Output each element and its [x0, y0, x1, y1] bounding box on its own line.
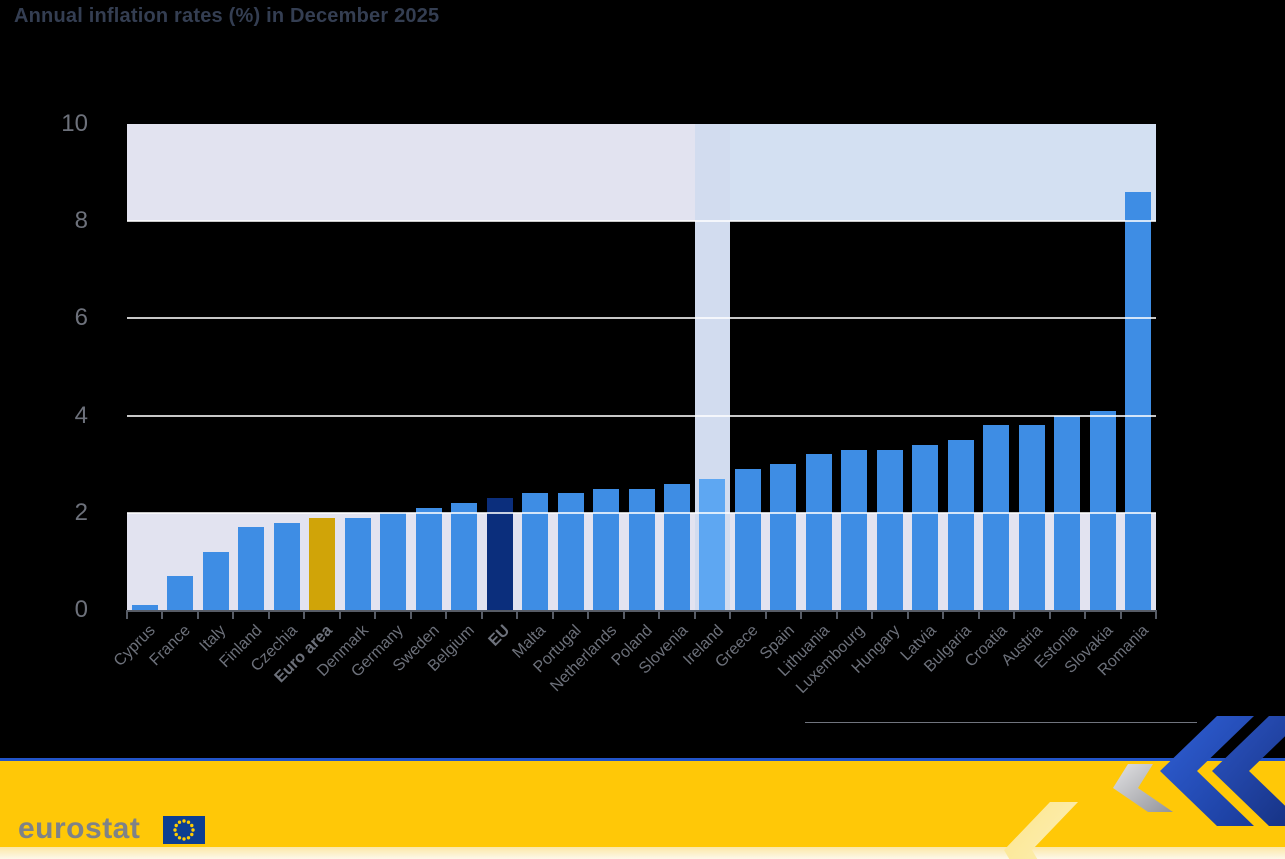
- flag-star-icon: [190, 823, 194, 828]
- bar-ireland: [699, 478, 726, 610]
- x-axis-tick: [587, 612, 590, 619]
- x-axis-tick: [232, 612, 235, 619]
- x-axis-tick: [906, 612, 909, 619]
- x-axis-tick: [480, 612, 483, 619]
- x-axis-tick: [374, 612, 377, 619]
- x-axis-line: [126, 610, 1157, 612]
- flag-star-icon: [182, 837, 186, 841]
- x-axis-tick: [445, 612, 448, 619]
- bar-netherlands: [593, 488, 620, 610]
- x-axis-tick: [1048, 612, 1051, 619]
- y-label-2: 2: [74, 498, 88, 526]
- flag-star-icon: [190, 832, 194, 837]
- bar-luxembourg: [841, 449, 868, 610]
- x-axis-tick: [764, 612, 767, 619]
- y-label-0: 0: [74, 596, 88, 623]
- bar-cyprus: [131, 605, 158, 610]
- x-axis-tick: [977, 612, 980, 619]
- x-axis-tick: [1155, 612, 1157, 619]
- x-axis-tick: [729, 612, 732, 619]
- bar-austria: [1018, 425, 1045, 610]
- x-axis-tick: [1084, 612, 1087, 619]
- flag-star-icon: [177, 820, 182, 824]
- plot-band-top-right: [730, 124, 1156, 222]
- bar-greece: [734, 469, 761, 610]
- footer-blue-line: [0, 758, 1285, 761]
- gridline-4: [127, 414, 1156, 417]
- x-axis-tick: [267, 612, 270, 619]
- bar-eu: [486, 498, 513, 610]
- x-axis-tick: [516, 612, 519, 619]
- bar-finland: [238, 527, 265, 610]
- bar-sweden: [415, 507, 442, 610]
- flag-star-icon: [191, 828, 195, 832]
- bar-spain: [770, 464, 797, 610]
- flag-star-icon: [186, 820, 191, 824]
- x-axis-tick: [196, 612, 199, 619]
- eu-flag-icon: [163, 816, 205, 844]
- y-label-8: 8: [74, 207, 88, 235]
- y-label-4: 4: [74, 401, 88, 429]
- x-axis-tick: [161, 612, 164, 619]
- bar-denmark: [344, 517, 371, 610]
- bar-slovakia: [1089, 410, 1116, 610]
- x-axis-tick: [303, 612, 306, 619]
- x-axis-tick: [126, 612, 128, 619]
- bar-czechia: [273, 522, 300, 610]
- bar-france: [167, 575, 194, 610]
- bar-romania: [1125, 192, 1152, 610]
- bar-hungary: [876, 449, 903, 610]
- flag-star-icon: [174, 832, 178, 837]
- gridline-8: [127, 220, 1156, 223]
- flag-star-icon: [173, 828, 177, 832]
- y-label-6: 6: [74, 304, 88, 332]
- bar-euro-area: [309, 517, 336, 610]
- x-axis-tick: [658, 612, 661, 619]
- bar-poland: [628, 488, 655, 610]
- x-axis-tick: [693, 612, 696, 619]
- x-axis-tick: [409, 612, 412, 619]
- gridline-6: [127, 317, 1156, 320]
- page-title: Annual inflation rates (%) in December 2…: [14, 5, 440, 27]
- bar-slovenia: [663, 483, 690, 610]
- x-axis-tick: [1013, 612, 1016, 619]
- eurostat-logo: eurostat: [18, 814, 140, 844]
- chart-plot-area: Cyprus France Italy Finland Czechia Euro area…: [61, 110, 1157, 697]
- x-axis-tick: [942, 612, 945, 619]
- x-axis-tick: [800, 612, 803, 619]
- x-axis-tick: [835, 612, 838, 619]
- flag-star-icon: [174, 823, 178, 828]
- x-axis-tick: [338, 612, 341, 619]
- bar-germany: [380, 512, 407, 610]
- footer-bottom-strip: [0, 847, 1285, 859]
- bar-latvia: [912, 444, 939, 610]
- x-axis-tick: [871, 612, 874, 619]
- separator-line: [805, 722, 1197, 723]
- y-label-10: 10: [61, 110, 88, 137]
- x-axis-tick: [1119, 612, 1122, 619]
- plot-band-top-left: [127, 124, 695, 222]
- bar-bulgaria: [947, 439, 974, 610]
- x-label-eu: EU: [485, 622, 514, 650]
- bar-belgium: [451, 503, 478, 610]
- x-axis-tick: [551, 612, 554, 619]
- bar-lithuania: [805, 454, 832, 610]
- flag-star-icon: [186, 836, 191, 840]
- bar-italy: [202, 551, 229, 610]
- eurostat-logo-text: eurostat: [18, 812, 141, 845]
- bar-croatia: [983, 425, 1010, 610]
- flag-star-icon: [182, 819, 186, 823]
- gridline-2: [127, 511, 1156, 514]
- flag-star-icon: [177, 836, 182, 840]
- x-axis-tick: [622, 612, 625, 619]
